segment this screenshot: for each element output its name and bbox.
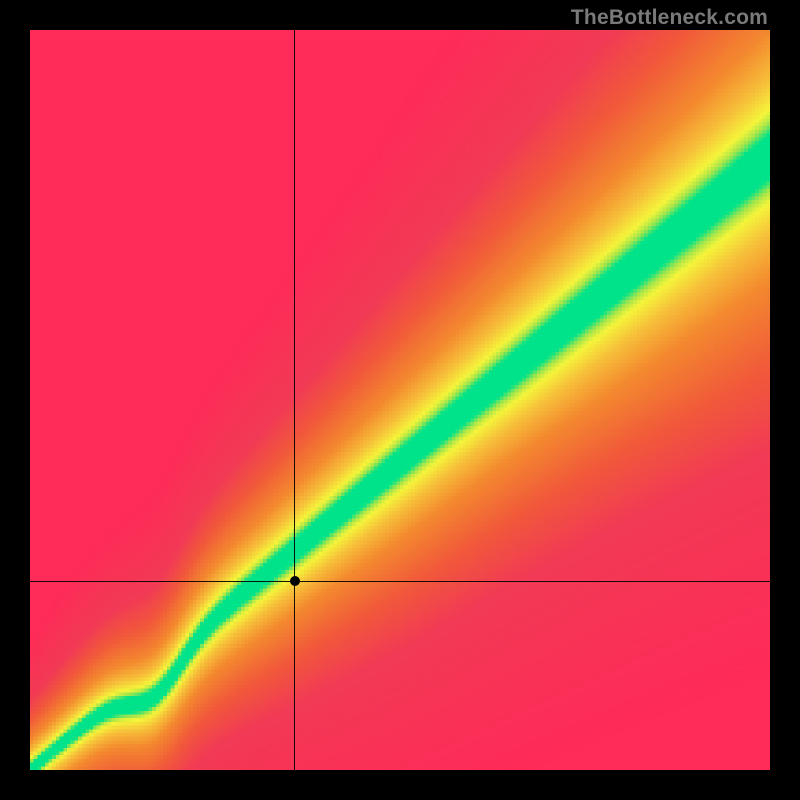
watermark-text: TheBottleneck.com: [571, 6, 768, 30]
plot-area: [30, 30, 770, 770]
bottleneck-heatmap: [30, 30, 770, 770]
crosshair-horizontal: [30, 581, 770, 582]
crosshair-vertical: [294, 30, 295, 770]
chart-frame: TheBottleneck.com: [0, 0, 800, 800]
